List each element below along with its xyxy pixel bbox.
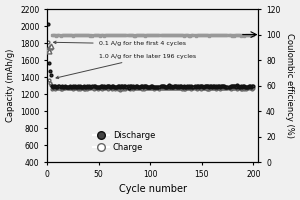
Y-axis label: Coulombic efficiency (%): Coulombic efficiency (%)	[285, 33, 294, 138]
Text: 1.0 A/g for the later 196 cycles: 1.0 A/g for the later 196 cycles	[56, 54, 196, 79]
Text: 0.1 A/g for the first 4 cycles: 0.1 A/g for the first 4 cycles	[54, 41, 186, 46]
Y-axis label: Capacity (mAh/g): Capacity (mAh/g)	[6, 49, 15, 122]
Legend: Discharge, Charge: Discharge, Charge	[89, 128, 158, 155]
X-axis label: Cycle number: Cycle number	[119, 184, 187, 194]
